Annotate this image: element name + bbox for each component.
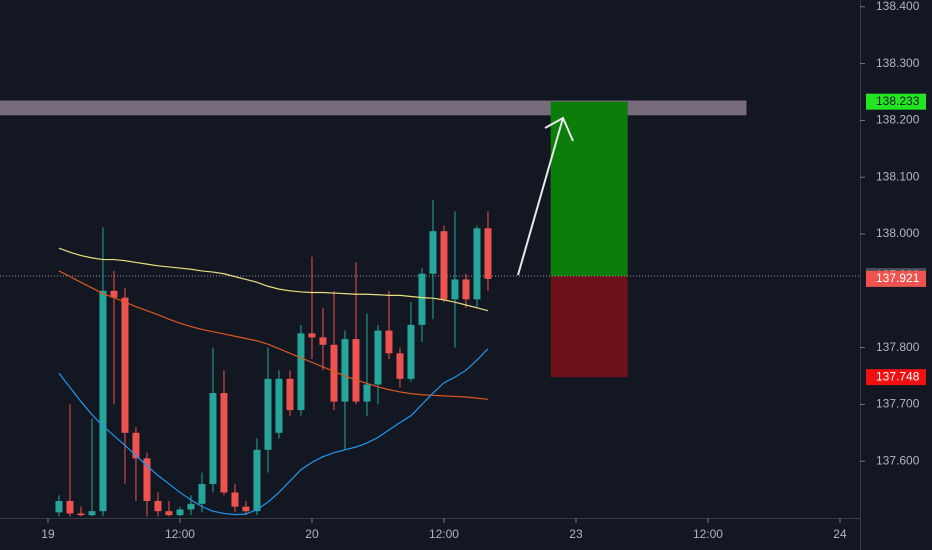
candle-body (187, 503, 195, 510)
candle-body (121, 297, 129, 433)
price-label-bg (866, 93, 926, 110)
candle-body (275, 378, 283, 433)
candle-body (132, 432, 140, 459)
candle-body (198, 483, 206, 504)
candle-body (143, 458, 151, 501)
candle-body (264, 378, 272, 450)
candle-body (484, 228, 492, 279)
candle-body (418, 273, 426, 325)
moving-average-line (58, 247, 489, 312)
y-tick-label: 137.700 (876, 397, 920, 411)
price-label: 137.921 (876, 271, 920, 285)
candle-body (55, 500, 63, 513)
resistance-zone (0, 100, 747, 116)
candle-body (99, 290, 107, 512)
y-tick-label: 138.100 (876, 169, 920, 183)
candle-body (220, 393, 228, 493)
candle-body (165, 511, 173, 516)
y-tick-label: 138.200 (876, 113, 920, 127)
y-tick-label: 138.400 (876, 0, 920, 13)
arrow-head (544, 116, 574, 142)
x-tick-label: 24 (833, 527, 847, 541)
candle-body (110, 290, 118, 298)
y-tick-label: 138.300 (876, 56, 920, 70)
candle-body (396, 353, 404, 379)
candle-body (473, 228, 481, 300)
x-tick-label: 19 (41, 527, 55, 541)
price-label-bg (866, 369, 926, 386)
price-label-bg (866, 270, 926, 287)
y-tick-label: 138.000 (876, 226, 920, 240)
moving-average-line (58, 348, 489, 516)
candle-body (330, 344, 338, 402)
y-tick-label: 137.600 (876, 453, 920, 467)
x-tick-label: 23 (569, 527, 583, 541)
candle-body (297, 333, 305, 411)
moving-average-line (58, 270, 489, 400)
candle-body (176, 509, 184, 516)
profit-zone (550, 101, 628, 277)
candle-body (88, 511, 96, 516)
candle-body (352, 339, 360, 402)
candle-body (462, 279, 470, 300)
candle-body (154, 500, 162, 512)
x-tick-label: 12:00 (693, 527, 723, 541)
price-label: 138.233 (876, 94, 920, 108)
axes: 137.600 137.700 137.800 138.000 138.100 138.2… (41, 0, 926, 541)
candle-body (308, 333, 316, 338)
candle-body (319, 337, 327, 345)
candle-body (363, 384, 371, 402)
candle-body (407, 324, 415, 379)
plot-area (0, 100, 860, 517)
x-tick-label: 12:00 (165, 527, 195, 541)
price-label: 137.748 (876, 369, 920, 383)
candle-body (242, 506, 250, 512)
x-tick-label: 12:00 (429, 527, 459, 541)
candle-body (451, 279, 459, 300)
candle-body (286, 378, 294, 411)
candle-body (209, 393, 217, 484)
y-tick-label: 137.800 (876, 340, 920, 354)
candle-body (374, 330, 382, 385)
candle-body (341, 339, 349, 402)
loss-zone (550, 276, 628, 378)
x-tick-label: 20 (305, 527, 319, 541)
arrow (517, 117, 564, 276)
candle-body (440, 231, 448, 300)
candle-body (253, 449, 261, 512)
candle-body (429, 231, 437, 274)
candle-body (385, 330, 393, 354)
candle-body (66, 500, 74, 514)
candle-body (231, 492, 239, 507)
candle-body (77, 513, 85, 516)
